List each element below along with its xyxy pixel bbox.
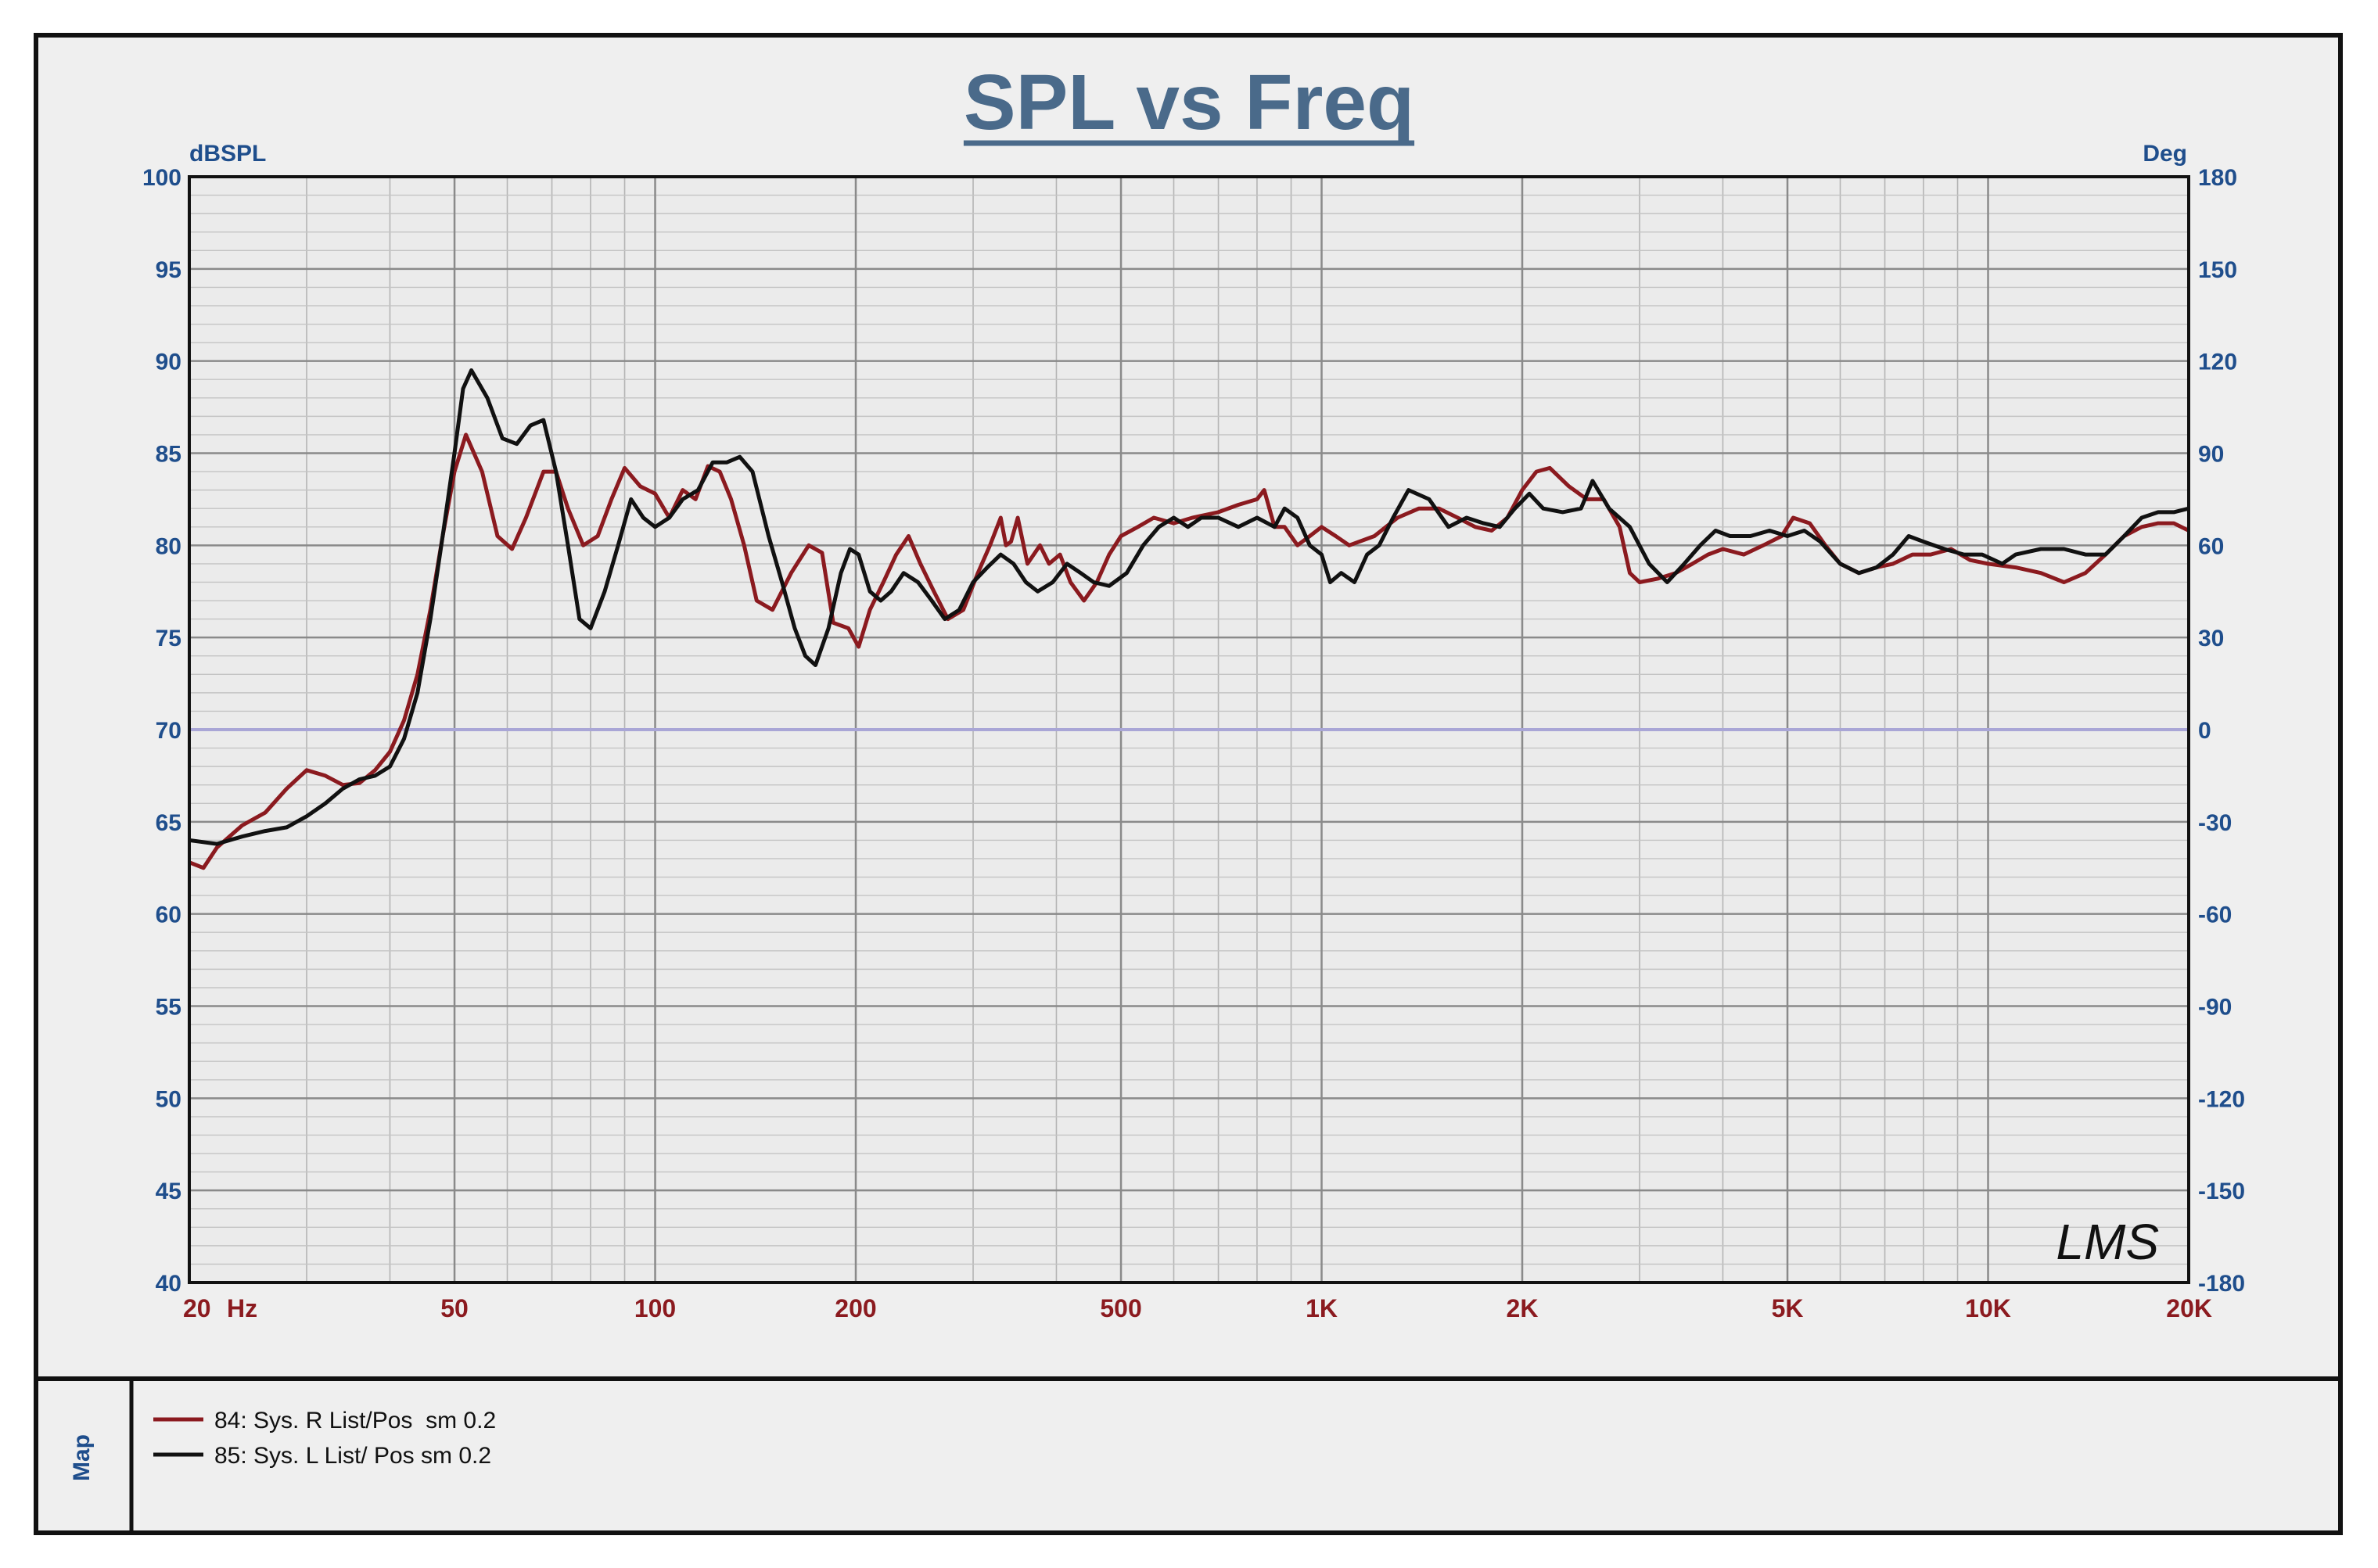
- y2-tick-label: 180: [2198, 165, 2237, 191]
- y-tick-label: 55: [156, 995, 181, 1021]
- series-line-1: [189, 432, 2190, 870]
- y2-tick-labels: 180 150 120 90 60 30 0 -30 -60 -90 -120 -150 -180: [2198, 165, 2245, 1297]
- y-tick-label: 65: [156, 810, 181, 836]
- y-tick-label: 60: [156, 902, 181, 928]
- legend-tab-map[interactable]: Map: [69, 1434, 95, 1481]
- y2-tick-label: 30: [2198, 626, 2224, 651]
- y2-tick-label: 90: [2198, 442, 2224, 468]
- y2-tick-label: -180: [2198, 1271, 2245, 1297]
- legend: 84: Sys. R List/Pos sm 0.2 85: Sys. L Lis…: [153, 1408, 496, 1469]
- x-tick-label: 100: [634, 1294, 676, 1322]
- x-tick-label: 2K: [1507, 1294, 1539, 1322]
- x-tick-label: 20K: [2166, 1294, 2212, 1322]
- y2-tick-label: -90: [2198, 995, 2232, 1021]
- y2-tick-label: 150: [2198, 257, 2237, 283]
- y-tick-label: 45: [156, 1179, 181, 1204]
- x-tick-label: 20: [183, 1294, 211, 1322]
- y-tick-label: 50: [156, 1086, 181, 1112]
- y-tick-label: 95: [156, 257, 181, 283]
- x-tick-label: 10K: [1965, 1294, 2011, 1322]
- series-line-2: [189, 368, 2189, 846]
- x-tick-label: 5K: [1772, 1294, 1804, 1322]
- y-tick-labels: 100 95 90 85 80 75 70 65 60 55 50 45 40: [142, 165, 181, 1297]
- y-tick-label: 70: [156, 718, 181, 744]
- lms-logo: LMS: [2056, 1214, 2159, 1270]
- series-layer: [189, 368, 2190, 870]
- x-axis-unit: Hz: [227, 1294, 257, 1322]
- x-tick-label: 500: [1100, 1294, 1141, 1322]
- x-tick-label: 1K: [1306, 1294, 1338, 1322]
- y-tick-label: 80: [156, 533, 181, 559]
- y2-tick-label: -150: [2198, 1179, 2245, 1204]
- y-tick-label: 100: [142, 165, 181, 191]
- y2-tick-label: -30: [2198, 810, 2232, 836]
- y2-tick-label: -120: [2198, 1086, 2245, 1112]
- y2-tick-label: 60: [2198, 533, 2224, 559]
- chart-title: SPL vs Freq: [964, 59, 1414, 146]
- x-tick-label: 50: [440, 1294, 469, 1322]
- y-tick-label: 85: [156, 442, 181, 468]
- y-tick-label: 75: [156, 626, 181, 651]
- y2-axis-label: Deg: [2143, 141, 2187, 167]
- y-axis-label: dBSPL: [189, 141, 266, 167]
- y2-tick-label: -60: [2198, 902, 2232, 928]
- legend-entry: 84: Sys. R List/Pos sm 0.2: [214, 1408, 496, 1433]
- y2-tick-label: 120: [2198, 350, 2237, 375]
- y-tick-label: 40: [156, 1271, 181, 1297]
- x-tick-labels: 20 50 100 200 500 1K 2K 5K 10K 20K: [183, 1294, 2212, 1322]
- x-tick-label: 200: [835, 1294, 876, 1322]
- y-tick-label: 90: [156, 350, 181, 375]
- plot-border: [188, 175, 2190, 1284]
- legend-entry: 85: Sys. L List/ Pos sm 0.2: [214, 1443, 491, 1469]
- y2-tick-label: 0: [2198, 718, 2211, 744]
